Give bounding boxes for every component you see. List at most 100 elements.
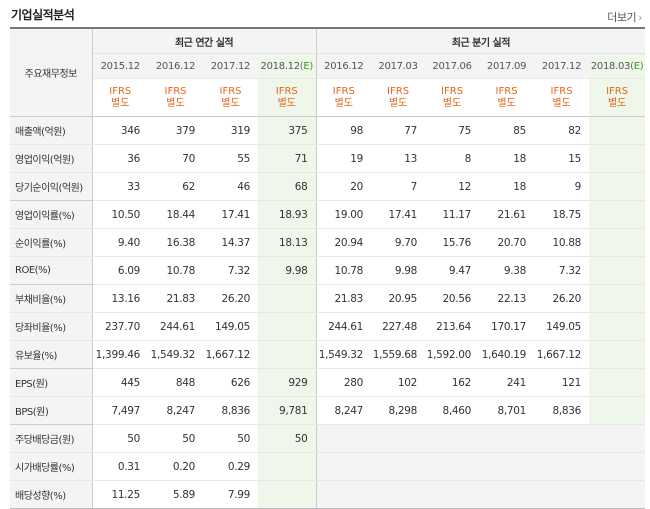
ifrs-sub-label: 별도	[607, 97, 627, 109]
period-label: 2017.09	[486, 60, 527, 72]
annual-value-cell: 1,549.32	[148, 340, 203, 369]
table-row: 유보율(%) 1,399.46 1,549.32 1,667.12 1,549.32 1,…	[10, 340, 646, 369]
quarter-value-cell: 8,247	[316, 396, 372, 425]
annual-value-cell: 0.31	[92, 452, 148, 481]
annual-value-cell: 7,497	[92, 396, 148, 425]
quarter-value-cell: 227.48	[371, 312, 426, 341]
quarter-value-cell: 77	[371, 116, 426, 145]
quarter-value-cell: 8,836	[534, 396, 590, 425]
annual-value-cell: 1,399.46	[92, 340, 148, 369]
quarter-value-cell: 13	[371, 144, 426, 173]
row-label: 영업이익률(%)	[10, 200, 93, 229]
quarter-value-cell: 20.94	[316, 228, 372, 257]
period-label: 2016.12	[324, 60, 364, 72]
quarter-value-cell: 213.64	[425, 312, 480, 341]
table-row: 시가배당률(%) 0.31 0.20 0.29	[10, 452, 646, 481]
quarter-value-cell: 18	[479, 144, 535, 173]
quarter-value-cell: 241	[479, 368, 535, 397]
ifrs-basis-label: IFRS 별도	[148, 78, 203, 117]
quarter-value-cell: 20.70	[479, 228, 535, 257]
ifrs-sub-label: 별도	[166, 97, 185, 109]
annual-value-cell	[258, 452, 317, 481]
quarter-value-cell	[425, 424, 480, 453]
quarter-value-cell: 10.78	[316, 256, 372, 285]
annual-value-cell: 68	[258, 172, 317, 201]
ifrs-basis-label: IFRS 별도	[203, 78, 258, 117]
more-link[interactable]: 더보기 ›	[607, 9, 642, 25]
period-header-annual: 2017.12	[203, 53, 258, 79]
row-label: 순이익률(%)	[10, 228, 93, 257]
quarter-value-cell: 15.76	[425, 228, 480, 257]
quarter-value-cell: 18.75	[534, 200, 590, 229]
row-label: 배당성향(%)	[10, 480, 93, 509]
quarter-value-cell: 9.98	[371, 256, 426, 285]
quarter-value-cell	[371, 424, 426, 453]
quarter-value-cell: 17.41	[371, 200, 426, 229]
quarter-value-cell	[589, 116, 646, 145]
ifrs-basis-label: IFRS 별도	[479, 78, 535, 117]
ifrs-label: IFRS	[441, 85, 464, 97]
quarter-value-cell: 1,559.68	[371, 340, 426, 369]
annual-value-cell: 379	[148, 116, 203, 145]
table-row: 부채비율(%) 13.16 21.83 26.20 21.83 20.95 20.56 22.…	[10, 284, 646, 313]
annual-value-cell	[258, 340, 317, 369]
annual-value-cell: 50	[148, 424, 203, 453]
table-row: ROE(%) 6.09 10.78 7.32 9.98 10.78 9.98 9.47 9.38…	[10, 256, 646, 285]
annual-value-cell: 5.89	[148, 480, 203, 509]
quarter-value-cell: 1,640.19	[479, 340, 535, 369]
row-label: BPS(원)	[10, 396, 93, 425]
annual-value-cell: 46	[203, 172, 258, 201]
annual-value-cell: 70	[148, 144, 203, 173]
quarter-value-cell	[589, 340, 646, 369]
table-row: 매출액(억원) 346 379 319 375 98 77 75 85 82	[10, 116, 646, 145]
quarter-value-cell	[589, 480, 646, 509]
quarter-value-cell: 75	[425, 116, 480, 145]
quarter-value-cell	[316, 424, 372, 453]
ifrs-sub-label: 별도	[277, 97, 296, 109]
quarter-value-cell	[371, 452, 426, 481]
quarter-value-cell	[589, 452, 646, 481]
quarter-value-cell	[589, 396, 646, 425]
period-header-annual: 2015.12	[92, 53, 148, 79]
annual-value-cell	[258, 312, 317, 341]
quarter-value-cell: 12	[425, 172, 480, 201]
quarter-value-cell	[589, 228, 646, 257]
quarter-value-cell: 8	[425, 144, 480, 173]
quarter-value-cell	[589, 200, 646, 229]
quarter-value-cell: 102	[371, 368, 426, 397]
ifrs-label: IFRS	[387, 85, 410, 97]
quarter-value-cell	[534, 480, 590, 509]
annual-value-cell: 445	[92, 368, 148, 397]
table-row: 당좌비율(%) 237.70 244.61 149.05 244.61 227.48 213…	[10, 312, 646, 341]
table-row: 주당배당금(원) 50 50 50 50	[10, 424, 646, 453]
row-label: 당기순이익(억원)	[10, 172, 93, 201]
quarter-value-cell: 26.20	[534, 284, 590, 313]
quarter-value-cell: 8,298	[371, 396, 426, 425]
section-title: 기업실적분석	[11, 8, 75, 22]
annual-value-cell: 13.16	[92, 284, 148, 313]
quarter-value-cell	[479, 452, 535, 481]
ifrs-sub-label: 별도	[388, 97, 408, 109]
period-label: 2016.12	[155, 60, 196, 72]
annual-value-cell	[258, 480, 317, 509]
quarter-value-cell: 22.13	[479, 284, 535, 313]
ifrs-label: IFRS	[109, 85, 132, 97]
table-row: 배당성향(%) 11.25 5.89 7.99	[10, 480, 646, 509]
annual-value-cell: 16.38	[148, 228, 203, 257]
table-row: EPS(원) 445 848 626 929 280 102 162 241 121	[10, 368, 646, 397]
row-label: 매출액(억원)	[10, 116, 93, 145]
annual-value-cell: 0.20	[148, 452, 203, 481]
ifrs-basis-label: IFRS 별도	[316, 78, 372, 117]
annual-value-cell: 6.09	[92, 256, 148, 285]
ifrs-basis-label: IFRS 별도	[589, 78, 646, 117]
quarterly-group-header: 최근 분기 실적	[316, 27, 646, 54]
annual-value-cell: 18.44	[148, 200, 203, 229]
annual-value-cell: 626	[203, 368, 258, 397]
annual-value-cell: 10.78	[148, 256, 203, 285]
corner-label: 주요재무정보	[10, 27, 93, 117]
table-row: BPS(원) 7,497 8,247 8,836 9,781 8,247 8,298 8,46…	[10, 396, 646, 425]
annual-value-cell: 17.41	[203, 200, 258, 229]
quarter-value-cell	[425, 480, 480, 509]
quarter-value-cell: 1,549.32	[316, 340, 372, 369]
quarter-value-cell: 10.88	[534, 228, 590, 257]
